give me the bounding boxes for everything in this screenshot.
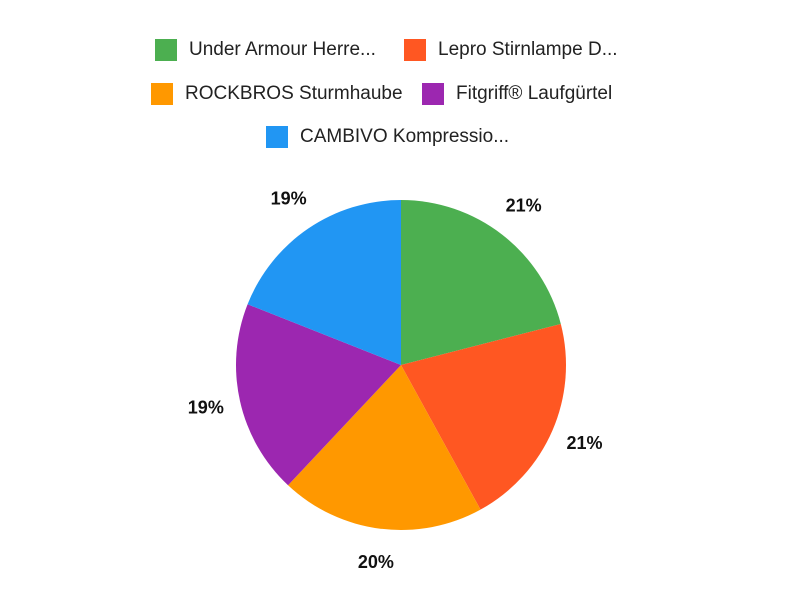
pie-slice-label-under-armour-herre: 21%	[506, 196, 542, 216]
legend-label-cambivo: CAMBIVO Kompressio...	[300, 126, 510, 147]
legend-item-rockbros[interactable]: ROCKBROS Sturmhaube	[151, 82, 403, 106]
pie-slice-lepro-stirnlampe-d[interactable]	[401, 323, 566, 510]
pie-labels: 21% 21% 20% 19% 19%	[188, 188, 603, 572]
legend-item-fitgriff[interactable]: Fitgriff® Laufgürtel	[422, 82, 612, 106]
pie-slice-label-cambivo-kompressio: 19%	[271, 188, 307, 208]
legend-swatch-rockbros	[151, 83, 173, 105]
legend-label-lepro: Lepro Stirnlampe D...	[438, 39, 618, 60]
legend-swatch-under-armour	[155, 39, 177, 61]
pie-slice-label-fitgriff-laufg-rtel: 19%	[188, 397, 224, 417]
legend-item-cambivo[interactable]: CAMBIVO Kompressio...	[266, 125, 509, 149]
legend-label-under-armour: Under Armour Herre...	[189, 39, 376, 60]
legend-swatch-cambivo	[266, 126, 288, 148]
pie-slice-under-armour-herre[interactable]	[401, 200, 561, 365]
pie-slice-fitgriff-laufg-rtel[interactable]	[236, 304, 401, 486]
legend-item-lepro[interactable]: Lepro Stirnlampe D...	[404, 38, 618, 62]
legend-item-under-armour[interactable]: Under Armour Herre...	[155, 38, 376, 62]
pie-slice-label-rockbros-sturmhaube: 20%	[358, 552, 394, 572]
legend-swatch-lepro	[404, 39, 426, 61]
pie-slice-label-lepro-stirnlampe-d: 21%	[567, 433, 603, 453]
legend-label-rockbros: ROCKBROS Sturmhaube	[185, 83, 403, 104]
legend-label-fitgriff: Fitgriff® Laufgürtel	[456, 83, 613, 104]
pie-slices	[236, 199, 566, 530]
pie-slice-cambivo-kompressio[interactable]	[247, 199, 401, 365]
legend-swatch-fitgriff	[422, 83, 444, 105]
pie-slice-rockbros-sturmhaube[interactable]	[288, 365, 481, 530]
